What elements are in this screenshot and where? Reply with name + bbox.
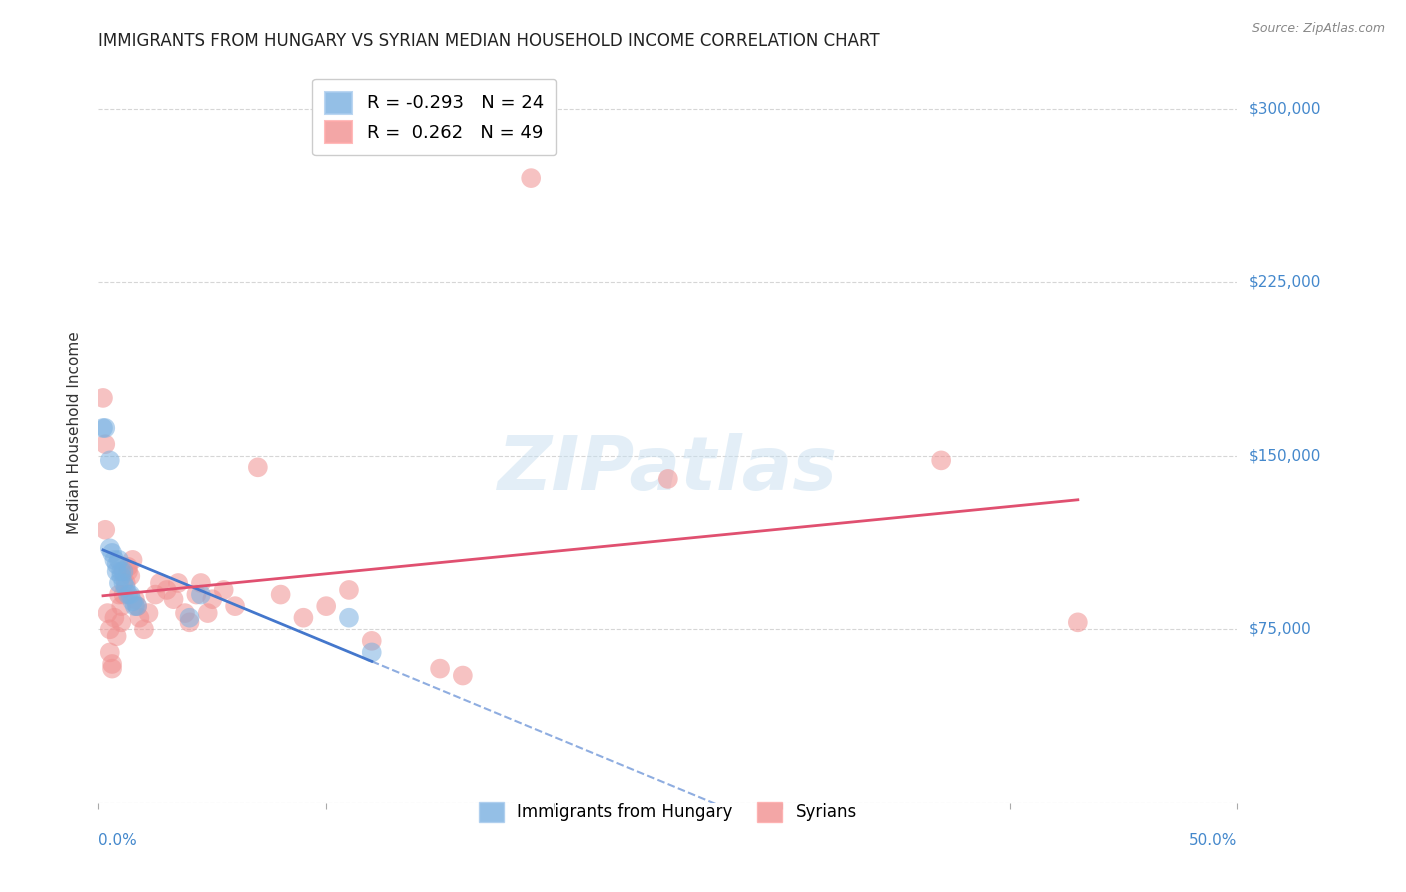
Point [201,592,224,607]
Point [117,588,139,602]
Point [108,576,131,591]
Point [127,599,149,614]
Point [114,581,136,595]
Text: $225,000: $225,000 [1249,275,1320,290]
Point [138,606,160,620]
Point [117,559,139,574]
Point [103,610,125,624]
Point [270,588,292,602]
Point [197,606,219,620]
Point [520,171,543,186]
Point [110,569,132,583]
Point [186,588,208,602]
Text: $150,000: $150,000 [1249,449,1320,463]
Point [94,437,117,451]
Point [167,576,190,591]
Point [103,553,125,567]
Point [105,629,128,643]
Text: 50.0%: 50.0% [1189,833,1237,848]
Text: IMMIGRANTS FROM HUNGARY VS SYRIAN MEDIAN HOUSEHOLD INCOME CORRELATION CHART: IMMIGRANTS FROM HUNGARY VS SYRIAN MEDIAN… [98,32,880,50]
Point [110,565,132,579]
Text: $300,000: $300,000 [1249,101,1320,116]
Point [337,610,360,624]
Point [110,615,132,630]
Point [108,553,131,567]
Point [929,453,952,467]
Point [98,541,121,556]
Point [149,576,172,591]
Point [91,391,114,405]
Point [315,599,337,614]
Point [114,576,136,591]
Point [94,421,117,435]
Point [98,622,121,636]
Point [120,588,142,602]
Point [117,565,139,579]
Point [101,662,124,676]
Point [174,606,197,620]
Point [360,633,382,648]
Point [451,668,474,682]
Point [212,582,235,597]
Point [179,615,201,630]
Point [156,582,179,597]
Legend: Immigrants from Hungary, Syrians: Immigrants from Hungary, Syrians [465,789,870,835]
Point [127,599,149,614]
Point [190,588,212,602]
Point [190,576,212,591]
Text: Source: ZipAtlas.com: Source: ZipAtlas.com [1251,22,1385,36]
Point [105,558,128,572]
Text: $75,000: $75,000 [1249,622,1312,637]
Y-axis label: Median Household Income: Median Household Income [67,331,83,534]
Point [112,565,135,579]
Point [145,588,167,602]
Point [292,610,315,624]
Point [105,565,128,579]
Point [162,592,184,607]
Point [112,576,135,591]
Point [121,594,143,608]
Point [112,588,135,602]
Point [179,610,201,624]
Point [101,657,124,671]
Point [657,472,679,486]
Point [429,662,451,676]
Point [132,622,155,636]
Point [108,588,131,602]
Point [120,569,142,583]
Point [246,460,269,475]
Point [96,606,118,620]
Point [224,599,246,614]
Point [124,592,146,607]
Point [337,582,360,597]
Point [94,523,117,537]
Point [110,599,132,614]
Point [360,645,382,659]
Point [1067,615,1090,630]
Text: 0.0%: 0.0% [98,833,138,848]
Point [98,453,121,467]
Point [121,553,143,567]
Point [101,546,124,560]
Point [98,645,121,659]
Point [128,610,150,624]
Point [124,599,146,614]
Text: ZIPatlas: ZIPatlas [498,434,838,506]
Point [91,421,114,435]
